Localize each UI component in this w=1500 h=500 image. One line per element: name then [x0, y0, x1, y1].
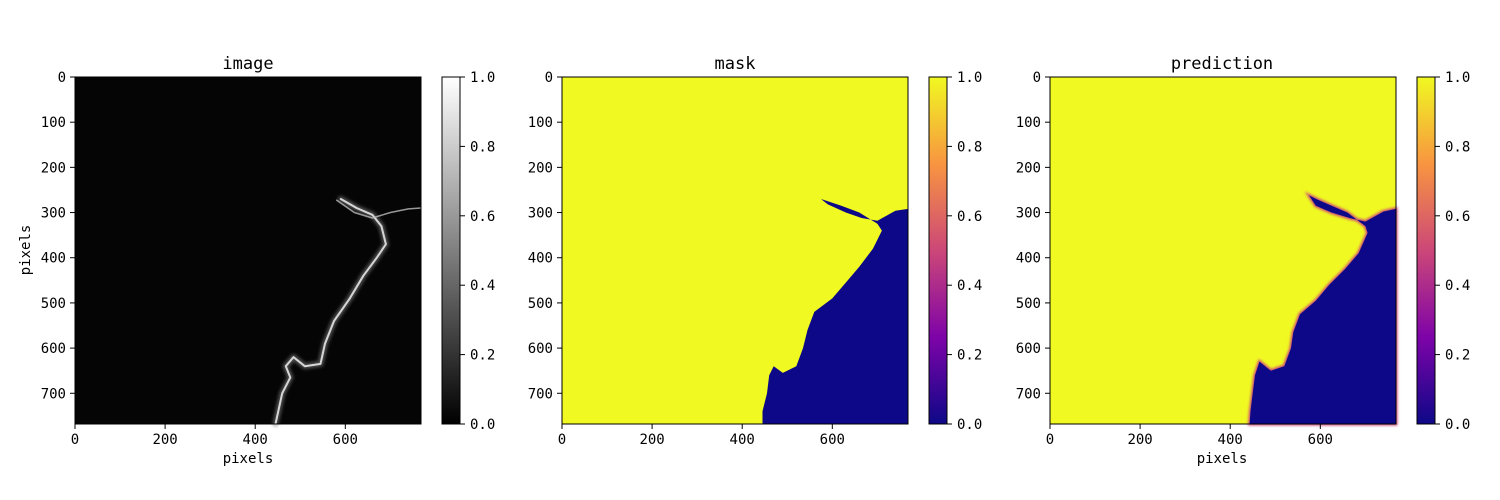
image-upper-contour [335, 199, 422, 219]
image-y-tick-label: 600 [41, 341, 66, 357]
mask-axes-frame [561, 76, 909, 425]
image-colorbar-gradient [441, 76, 461, 425]
image-colorbar-tick-label: 0.2 [470, 348, 495, 364]
image-axes-frame [74, 76, 422, 425]
image-x-tick-label: 0 [71, 432, 79, 448]
mask-y-tick-label: 300 [528, 206, 553, 222]
mask-colorbar-tick-label: 0.0 [957, 417, 982, 433]
image-y-tick-label: 100 [41, 115, 66, 131]
mask-colorbar-tick-label: 0.8 [957, 139, 982, 155]
prediction-background-region [1249, 195, 1396, 424]
image-y-ticks: 0 100 200 300 400 500 600 700 [41, 70, 75, 402]
prediction-x-ticks: 0 200 400 600 [1046, 424, 1333, 448]
mask-x-ticks: 0 200 400 600 [558, 424, 845, 448]
prediction-y-tick-label: 100 [1016, 115, 1041, 131]
image-y-axis-label: pixels [18, 225, 34, 276]
mask-x-tick-label: 400 [730, 432, 755, 448]
image-y-tick-label: 400 [41, 251, 66, 267]
mask-y-tick-label: 700 [528, 386, 553, 402]
mask-background-region [762, 199, 908, 424]
prediction-y-ticks: 0 100 200 300 400 500 600 700 [1016, 70, 1050, 402]
image-y-tick-label: 200 [41, 160, 66, 176]
prediction-y-tick-label: 500 [1016, 296, 1041, 312]
panel-prediction: prediction 0 200 400 600 0 100 200 300 400 500 60… [1016, 54, 1471, 467]
mask-y-tick-label: 200 [528, 160, 553, 176]
image-y-tick-label: 700 [41, 386, 66, 402]
prediction-colorbar-tick-label: 0.2 [1445, 348, 1470, 364]
mask-colorbar-tick-label: 0.4 [957, 278, 982, 294]
prediction-colorbar: 0.0 0.2 0.4 0.6 0.8 1.0 [1416, 70, 1470, 433]
mask-x-tick-label: 0 [558, 432, 566, 448]
prediction-x-tick-label: 600 [1308, 432, 1333, 448]
mask-y-ticks: 0 100 200 300 400 500 600 700 [528, 70, 562, 402]
image-background [75, 77, 421, 424]
prediction-colorbar-tick-label: 0.4 [1445, 278, 1470, 294]
mask-plot-area [762, 199, 908, 424]
mask-colorbar-gradient [928, 76, 948, 425]
image-plot-area [272, 196, 422, 427]
mask-y-tick-label: 100 [528, 115, 553, 131]
image-x-tick-label: 400 [243, 432, 268, 448]
image-colorbar-tick-label: 1.0 [470, 70, 495, 86]
image-x-tick-label: 200 [152, 432, 177, 448]
prediction-y-tick-label: 200 [1016, 160, 1041, 176]
prediction-y-tick-label: 300 [1016, 206, 1041, 222]
prediction-axes-frame [1049, 76, 1397, 425]
panel-title-prediction: prediction [1171, 54, 1273, 74]
panel-title-image: image [222, 54, 273, 74]
mask-colorbar-tick-label: 0.6 [957, 209, 982, 225]
image-x-ticks: 0 200 400 600 [71, 424, 358, 448]
mask-y-tick-label: 600 [528, 341, 553, 357]
prediction-x-tick-label: 0 [1046, 432, 1054, 448]
mask-x-tick-label: 200 [639, 432, 664, 448]
image-x-tick-label: 600 [333, 432, 358, 448]
prediction-x-tick-label: 400 [1218, 432, 1243, 448]
mask-colorbar: 0.0 0.2 0.4 0.6 0.8 1.0 [928, 70, 982, 433]
panel-mask: mask 0 200 400 600 0 100 200 300 400 500 600 700 0… [528, 54, 983, 448]
prediction-y-tick-label: 0 [1033, 70, 1041, 86]
prediction-colorbar-gradient [1416, 76, 1436, 425]
mask-y-tick-label: 0 [545, 70, 553, 86]
panel-image: image 0 200 400 600 0100200300400500600700 … [18, 54, 495, 467]
prediction-colorbar-tick-label: 0.6 [1445, 209, 1470, 225]
image-colorbar: 0.0 0.2 0.4 0.6 0.8 1.0 [441, 70, 495, 433]
prediction-colorbar-tick-label: 0.8 [1445, 139, 1470, 155]
image-colorbar-tick-label: 0.4 [470, 278, 495, 294]
mask-y-tick-label: 500 [528, 296, 553, 312]
image-tissue-contour [274, 198, 387, 425]
mask-colorbar-tick-label: 1.0 [957, 70, 982, 86]
prediction-colorbar-tick-label: 1.0 [1445, 70, 1470, 86]
prediction-y-tick-label: 600 [1016, 341, 1041, 357]
prediction-x-axis-label: pixels [1197, 451, 1248, 467]
image-colorbar-tick-label: 0.0 [470, 417, 495, 433]
mask-x-tick-label: 600 [820, 432, 845, 448]
image-y-tick-label: 0 [58, 70, 66, 86]
prediction-y-tick-label: 700 [1016, 386, 1041, 402]
image-colorbar-tick-label: 0.8 [470, 139, 495, 155]
mask-y-tick-label: 400 [528, 251, 553, 267]
panel-title-mask: mask [715, 54, 756, 74]
prediction-colorbar-tick-label: 0.0 [1445, 417, 1470, 433]
prediction-y-tick-label: 400 [1016, 251, 1041, 267]
image-y-tick-label: 500 [41, 296, 66, 312]
prediction-plot-area [1247, 191, 1398, 426]
prediction-x-tick-label: 200 [1127, 432, 1152, 448]
image-colorbar-tick-label: 0.6 [470, 209, 495, 225]
mask-colorbar-tick-label: 0.2 [957, 348, 982, 364]
image-x-axis-label: pixels [223, 451, 274, 467]
image-y-tick-label: 300 [41, 206, 66, 222]
